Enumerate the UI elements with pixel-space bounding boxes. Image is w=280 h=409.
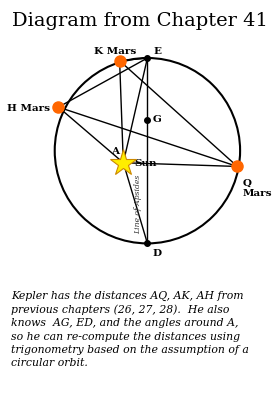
Text: D: D <box>152 248 161 257</box>
Text: A: A <box>111 147 119 156</box>
Text: Diagram from Chapter 41: Diagram from Chapter 41 <box>12 12 268 30</box>
Text: Sun: Sun <box>134 159 157 168</box>
Text: H Mars: H Mars <box>7 103 50 112</box>
Text: Line of Apsides: Line of Apsides <box>134 174 142 233</box>
Text: Q
Mars: Q Mars <box>243 178 272 198</box>
Text: Kepler has the distances AQ, AK, AH from
previous chapters (26, 27, 28).  He als: Kepler has the distances AQ, AK, AH from… <box>11 290 249 367</box>
Text: K Mars: K Mars <box>94 47 136 56</box>
Text: E: E <box>153 47 161 56</box>
Text: G: G <box>153 115 162 124</box>
